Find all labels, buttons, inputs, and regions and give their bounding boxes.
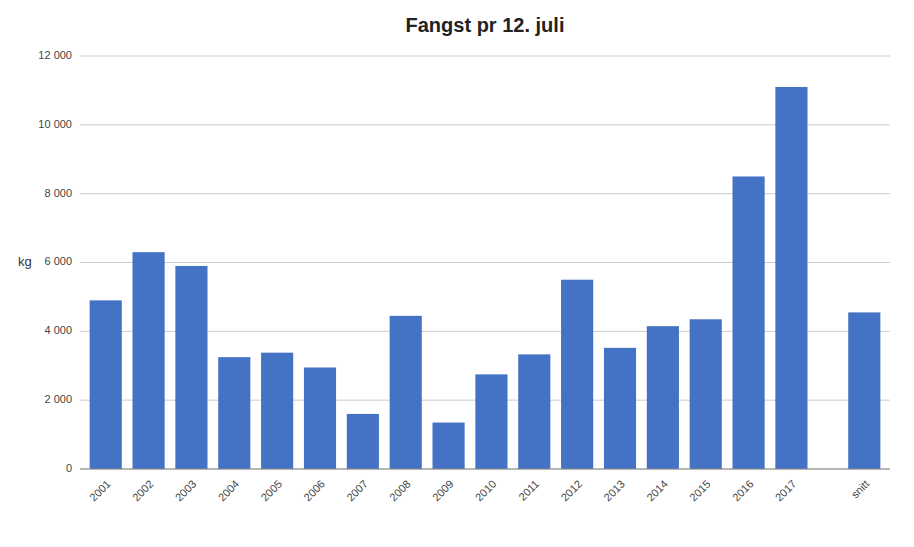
x-tick-label: 2004 [216, 478, 242, 504]
x-tick-label: 2009 [430, 478, 456, 504]
y-tick-label: 6 000 [44, 255, 72, 267]
x-axis-line [80, 469, 890, 470]
x-tick-label: 2007 [344, 478, 370, 504]
bar [561, 280, 593, 469]
bar [647, 326, 679, 469]
bar [347, 414, 379, 469]
bar [218, 357, 250, 469]
bar [604, 348, 636, 469]
grid-line [80, 193, 890, 194]
x-tick-label: snitt [849, 478, 872, 501]
x-tick-label: 2005 [258, 478, 284, 504]
x-tick-label: 2010 [473, 478, 499, 504]
x-tick-label: 2014 [644, 478, 670, 504]
grid-line [80, 124, 890, 125]
y-tick-label: 12 000 [38, 49, 72, 61]
y-axis-label: kg [18, 254, 32, 269]
x-tick-label: 2008 [387, 478, 413, 504]
x-tick-label: 2015 [687, 478, 713, 504]
bar [475, 374, 507, 469]
y-tick-label: 8 000 [44, 187, 72, 199]
y-tick-label: 2 000 [44, 393, 72, 405]
bar [848, 312, 880, 469]
bar [733, 176, 765, 469]
y-tick-label: 4 000 [44, 324, 72, 336]
title: Fangst pr 12. juli [406, 14, 565, 36]
chart-container: Fangst pr 12. juli kg 0 2 000 4 000 6 000 8 00… [0, 0, 914, 547]
x-tick-label: 2006 [301, 478, 327, 504]
y-tick-label: 10 000 [38, 118, 72, 130]
bar [90, 300, 122, 469]
x-tick-label: 2011 [516, 478, 541, 503]
x-tick-label: 2012 [558, 478, 584, 504]
bar [261, 353, 293, 469]
bar [433, 423, 465, 469]
x-tick-label: 2013 [601, 478, 627, 504]
bars [90, 87, 881, 469]
y-tick-label: 0 [66, 462, 72, 474]
chart-svg: Fangst pr 12. juli kg 0 2 000 4 000 6 000 8 00… [0, 0, 914, 547]
grid-line [80, 469, 890, 470]
bar [690, 319, 722, 469]
bar [304, 367, 336, 469]
x-tick-label: 2016 [730, 478, 756, 504]
bar [775, 87, 807, 469]
grid-line [80, 262, 890, 263]
bar [133, 252, 165, 469]
x-tick-label: 2002 [130, 478, 156, 504]
bar [175, 266, 207, 469]
grid-line [80, 56, 890, 57]
x-tick-label: 2017 [773, 478, 799, 504]
bar [390, 316, 422, 469]
bar [518, 354, 550, 469]
x-tick-label: 2001 [87, 478, 113, 504]
x-tick-label: 2003 [173, 478, 199, 504]
